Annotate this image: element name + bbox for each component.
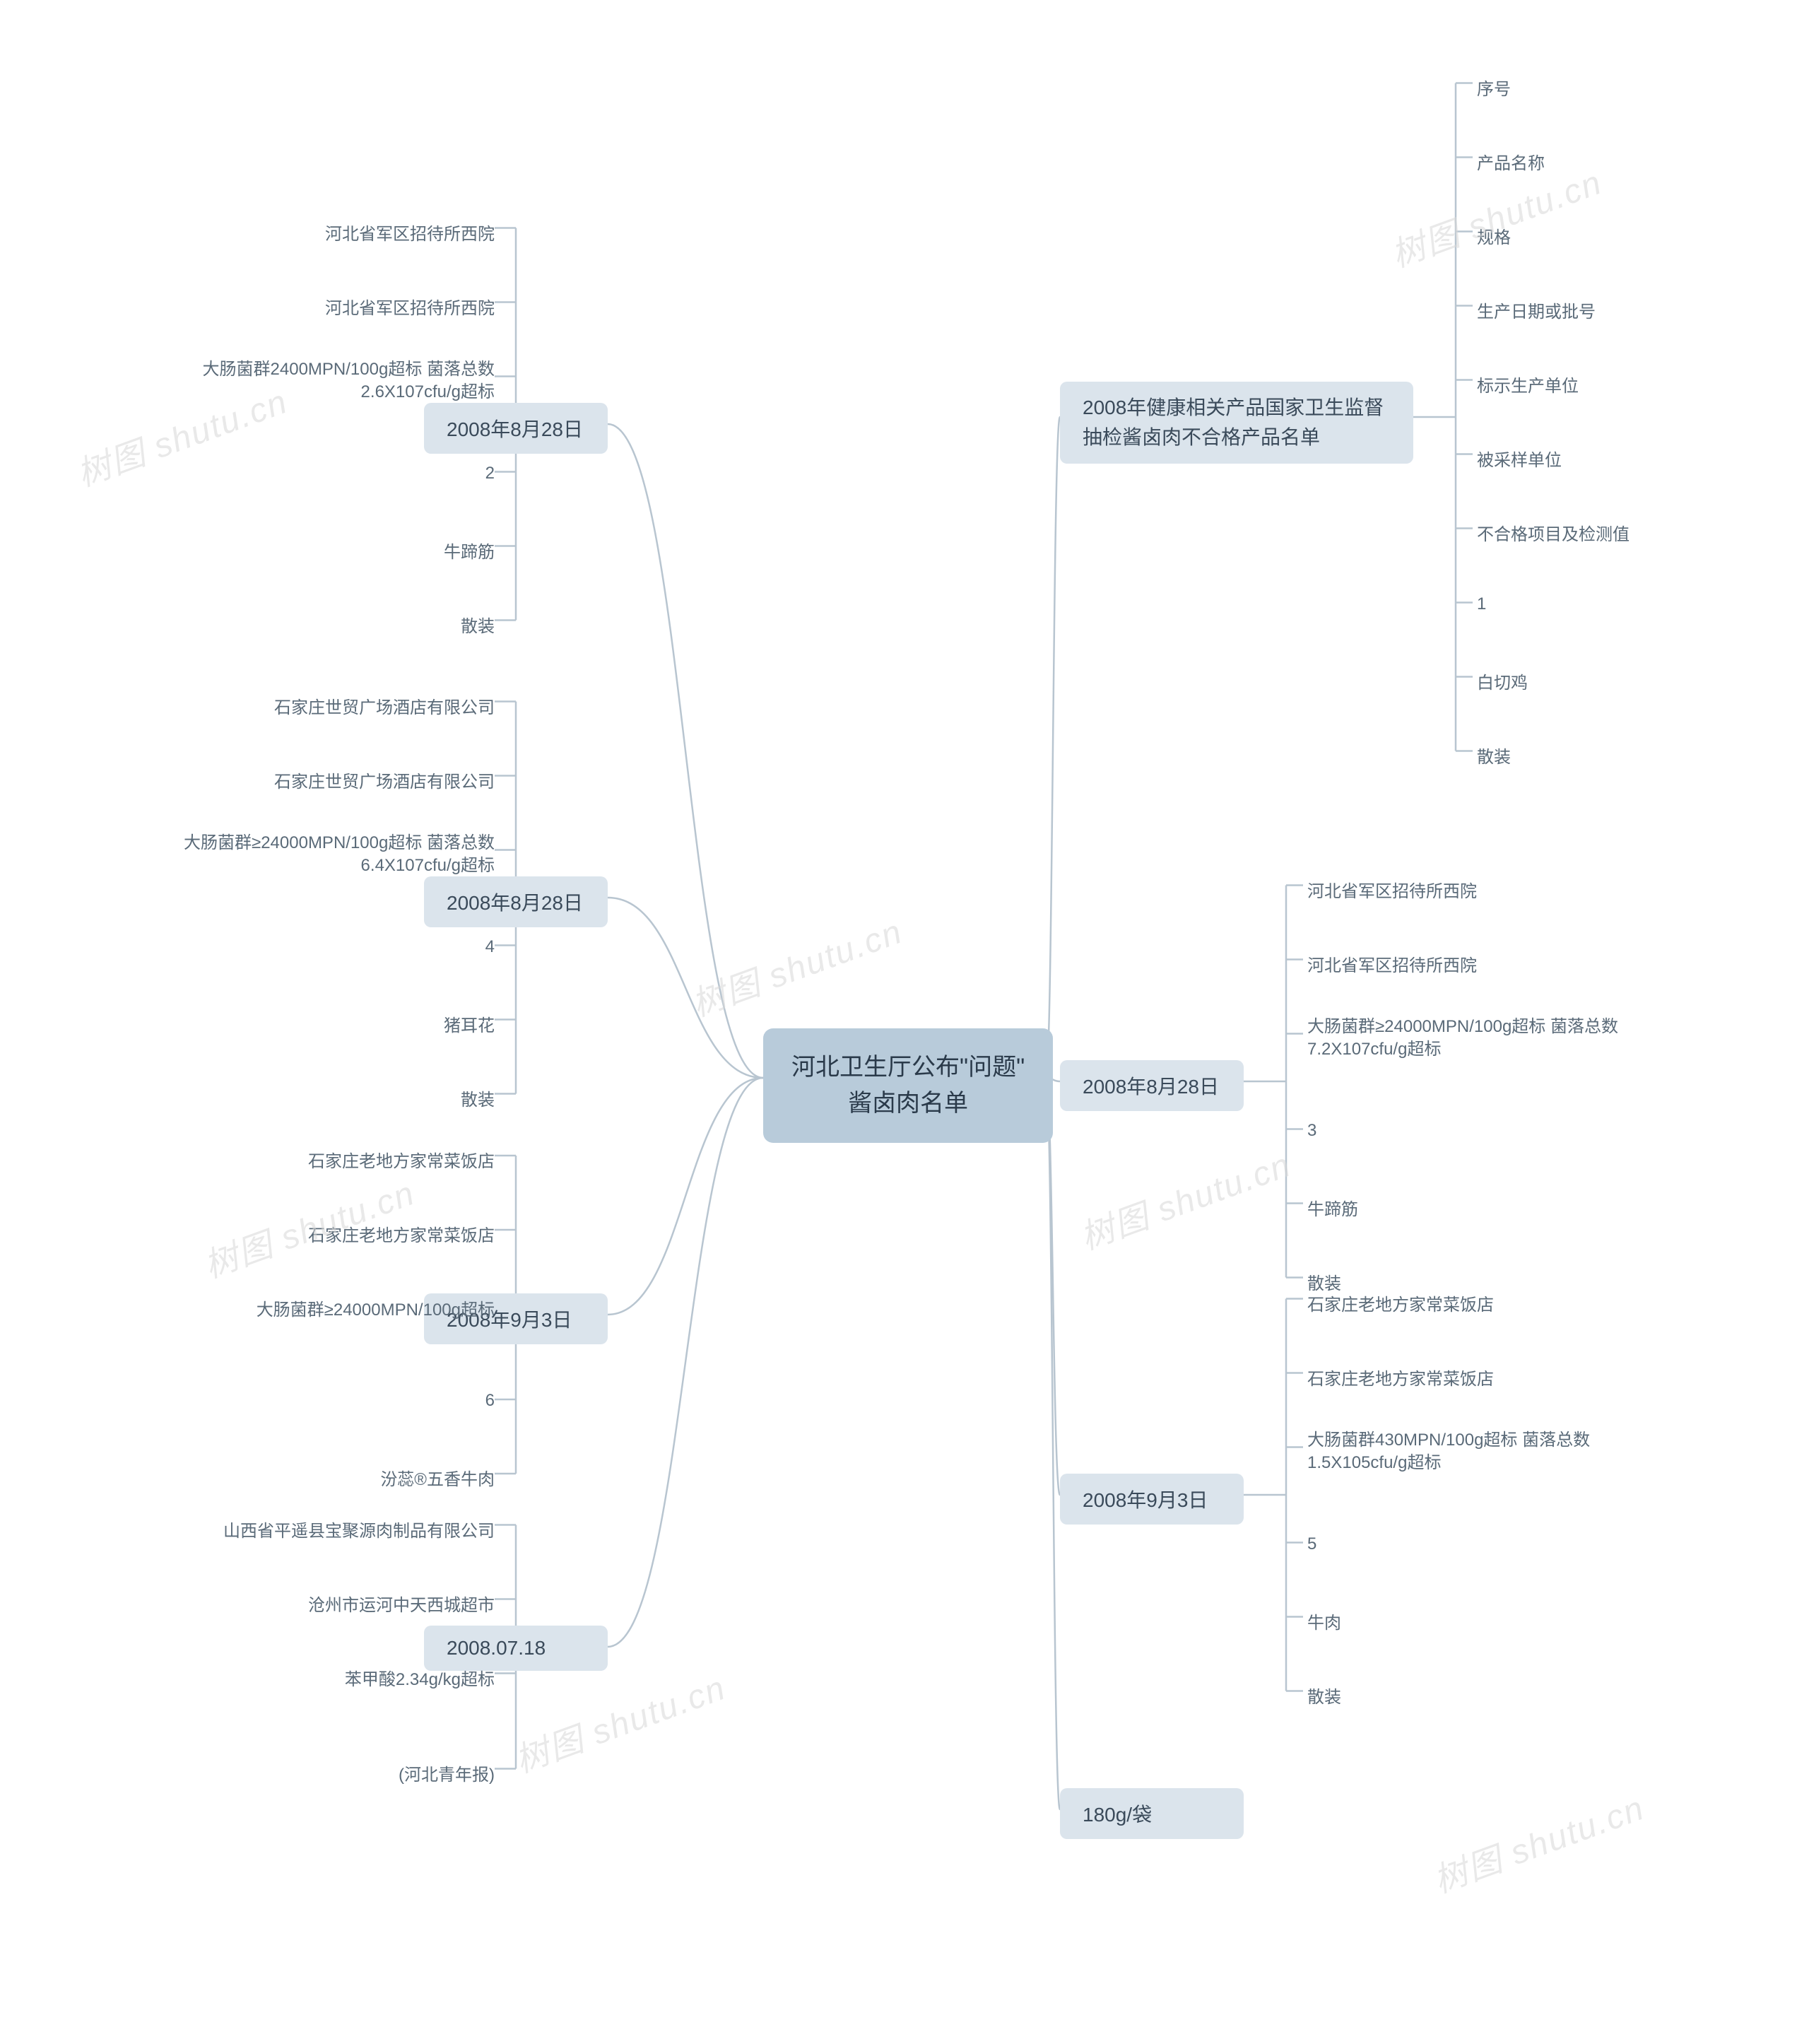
right-leaf-0-9: 散装 [1477, 740, 1511, 770]
left-branch-1: 2008年8月28日 [424, 876, 608, 927]
right-leaf-0-3: 生产日期或批号 [1477, 295, 1596, 325]
left-leaf-2-2: 大肠菌群≥24000MPN/100g超标 [191, 1293, 495, 1323]
left-leaf-0-3: 2 [191, 461, 495, 486]
left-leaf-3-3: (河北青年报) [191, 1758, 495, 1788]
right-leaf-2-4: 牛肉 [1307, 1606, 1341, 1636]
left-leaf-1-1: 石家庄世贸广场酒店有限公司 [191, 765, 495, 795]
right-leaf-0-6: 不合格项目及检测值 [1477, 517, 1630, 548]
left-leaf-1-4: 猪耳花 [191, 1009, 495, 1039]
right-leaf-2-0: 石家庄老地方家常菜饭店 [1307, 1288, 1494, 1318]
left-leaf-0-4: 牛蹄筋 [191, 535, 495, 565]
right-leaf-2-3: 5 [1307, 1532, 1316, 1557]
right-leaf-2-2: 大肠菌群430MPN/100g超标 菌落总数1.5X105cfu/g超标 [1307, 1426, 1639, 1478]
left-leaf-0-1: 河北省军区招待所西院 [191, 291, 495, 322]
watermark-6: 树图 shutu.cn [1425, 1780, 1650, 1903]
left-leaf-0-0: 河北省军区招待所西院 [191, 217, 495, 247]
right-leaf-1-1: 河北省军区招待所西院 [1307, 948, 1477, 979]
right-leaf-1-2: 大肠菌群≥24000MPN/100g超标 菌落总数7.2X107cfu/g超标 [1307, 1013, 1639, 1064]
right-leaf-2-1: 石家庄老地方家常菜饭店 [1307, 1362, 1494, 1392]
right-branch-0: 2008年健康相关产品国家卫生监督抽检酱卤肉不合格产品名单 [1060, 382, 1413, 464]
left-leaf-2-3: 6 [191, 1388, 495, 1414]
left-leaf-3-1: 沧州市运河中天西城超市 [191, 1588, 495, 1619]
left-branch-0: 2008年8月28日 [424, 403, 608, 454]
left-leaf-3-0: 山西省平遥县宝聚源肉制品有限公司 [191, 1514, 495, 1544]
right-leaf-1-0: 河北省军区招待所西院 [1307, 874, 1477, 905]
central-node: 河北卫生厅公布"问题" 酱卤肉名单 [763, 1028, 1053, 1143]
left-leaf-2-0: 石家庄老地方家常菜饭店 [191, 1144, 495, 1175]
right-leaf-0-2: 规格 [1477, 221, 1511, 251]
right-leaf-1-3: 3 [1307, 1118, 1316, 1144]
watermark-2: 树图 shutu.cn [507, 1660, 731, 1782]
right-leaf-0-4: 标示生产单位 [1477, 369, 1579, 399]
right-branch-2: 2008年9月3日 [1060, 1474, 1244, 1525]
left-leaf-2-4: 汾蕊®五香牛肉 [191, 1462, 495, 1493]
left-leaf-1-5: 散装 [191, 1083, 495, 1113]
right-leaf-0-8: 白切鸡 [1477, 666, 1528, 696]
right-leaf-1-4: 牛蹄筋 [1307, 1192, 1358, 1223]
left-leaf-2-1: 石家庄老地方家常菜饭店 [191, 1218, 495, 1249]
left-leaf-0-2: 大肠菌群2400MPN/100g超标 菌落总数2.6X107cfu/g超标 [163, 356, 495, 407]
central-title-line2: 酱卤肉名单 [848, 1090, 968, 1117]
right-branch-1: 2008年8月28日 [1060, 1060, 1244, 1111]
left-leaf-1-2: 大肠菌群≥24000MPN/100g超标 菌落总数6.4X107cfu/g超标 [163, 829, 495, 881]
left-leaf-3-2: 苯甲酸2.34g/kg超标 [191, 1662, 495, 1693]
watermark-4: 树图 shutu.cn [1072, 1137, 1297, 1259]
left-leaf-1-3: 4 [191, 934, 495, 960]
right-leaf-0-7: 1 [1477, 592, 1486, 617]
watermark-3: 树图 shutu.cn [683, 904, 908, 1026]
right-leaf-0-0: 序号 [1477, 72, 1511, 102]
right-leaf-0-1: 产品名称 [1477, 146, 1545, 177]
right-branch-3: 180g/袋 [1060, 1788, 1244, 1839]
central-title-line1: 河北卫生厅公布"问题" [791, 1054, 1025, 1081]
right-leaf-0-5: 被采样单位 [1477, 443, 1562, 474]
left-leaf-0-5: 散装 [191, 609, 495, 640]
right-leaf-2-5: 散装 [1307, 1680, 1341, 1710]
left-leaf-1-0: 石家庄世贸广场酒店有限公司 [191, 691, 495, 721]
